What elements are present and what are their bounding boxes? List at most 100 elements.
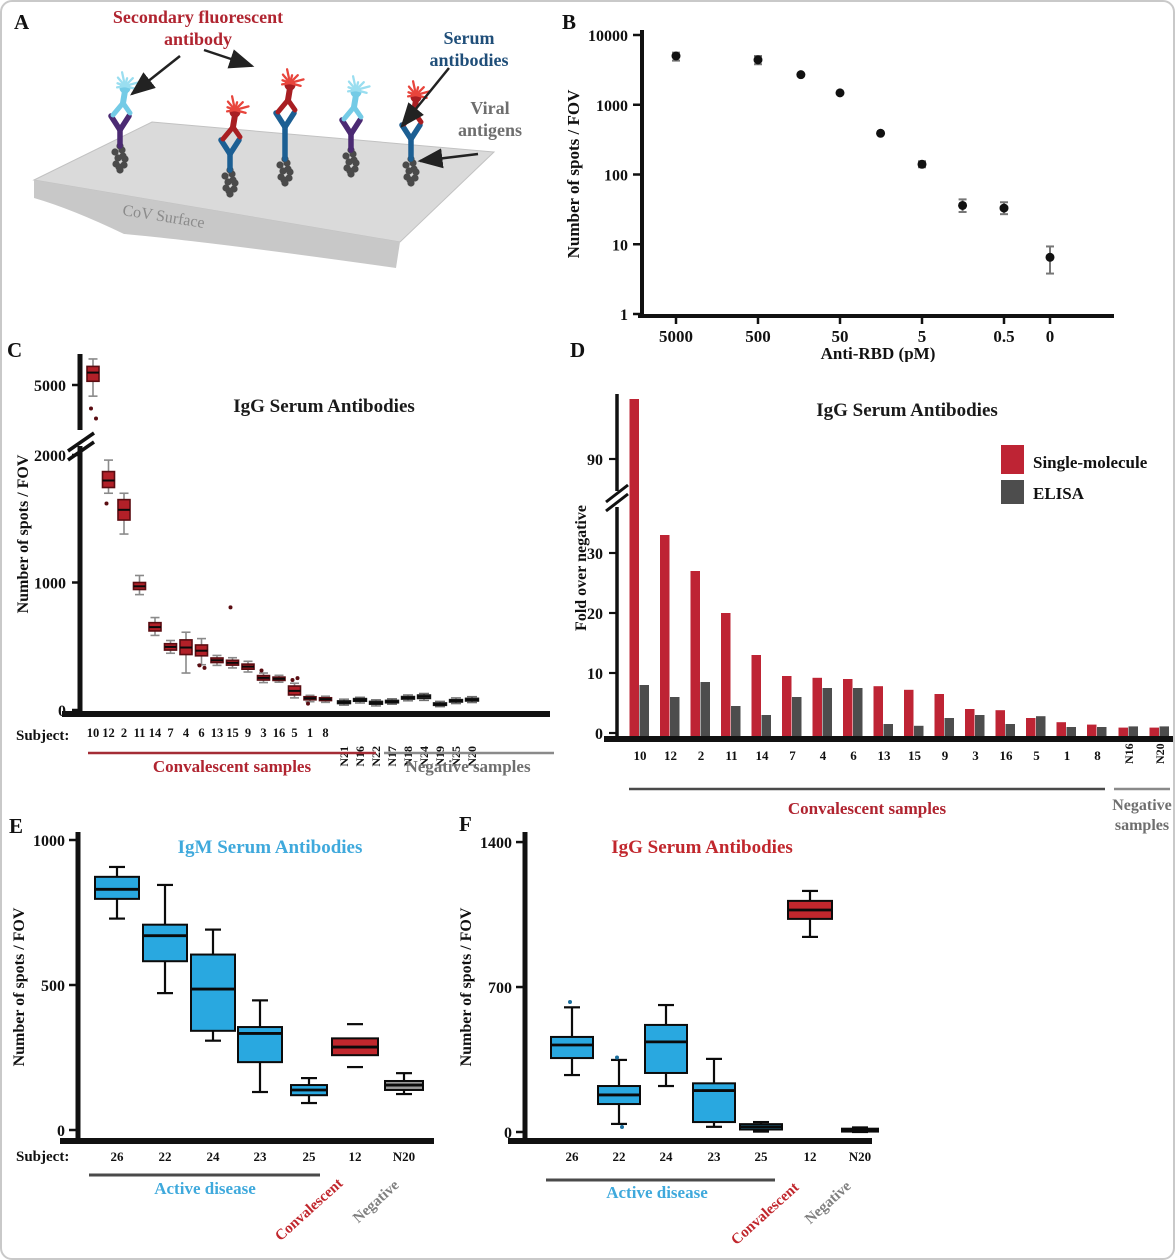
boxplot-subject-N21 [336, 698, 352, 706]
legend-elisa: ELISA [1033, 484, 1085, 503]
boxplot-subject-12 [787, 889, 833, 939]
svgE-title: IgM Serum Antibodies [178, 837, 363, 858]
svg-text:0: 0 [504, 1125, 512, 1142]
svgE-subject-prefix: Subject: [16, 1149, 69, 1165]
antibody-complex-3 [273, 68, 305, 187]
svgF-negative-label: Negative [802, 1178, 854, 1227]
bar-group-11 [721, 613, 741, 736]
boxplot-subject-22 [597, 1055, 641, 1130]
group-labels: Subject: Convalescent samples Negative sam… [16, 728, 554, 776]
svg-text:10: 10 [587, 666, 603, 683]
panel-d-bar-chart: 0 10 20 30 90 Fold over negative IgG Serum Ant… [573, 394, 1173, 834]
svg-text:2: 2 [121, 726, 127, 740]
bar-group-2 [690, 571, 710, 736]
serum-antibodies-label-line2: antibodies [429, 50, 509, 70]
svg-text:12: 12 [349, 1149, 362, 1164]
antibody-complex-4 [339, 75, 371, 178]
axes: 1400 700 0 Number of spots / FOV IgG Serum A… [458, 832, 872, 1144]
svg-text:1000: 1000 [33, 833, 65, 850]
svg-text:25: 25 [303, 1149, 317, 1164]
svg-text:13: 13 [878, 748, 892, 763]
svg-text:16: 16 [1000, 748, 1014, 763]
svg-text:23: 23 [708, 1149, 722, 1164]
svgE-negative-label: Negative [350, 1177, 402, 1226]
svg-text:16: 16 [273, 726, 286, 740]
axes: 5000 2000 1000 0 Number of spots / FOV IgG Se… [15, 354, 550, 720]
svg-text:6: 6 [198, 726, 204, 740]
legend: Single-molecule ELISA [1001, 445, 1148, 504]
svg-text:14: 14 [149, 726, 162, 740]
boxplot-subject-13 [210, 654, 224, 667]
svg-text:1: 1 [1064, 748, 1071, 763]
svg-text:0.5: 0.5 [993, 327, 1014, 346]
d-convalescent-label: Convalescent samples [788, 799, 947, 818]
svg-text:9: 9 [942, 748, 949, 763]
axes: 0 10 20 30 90 Fold over negative IgG Serum Ant… [573, 394, 1173, 743]
svg-text:1400: 1400 [480, 835, 512, 852]
bar-group-1 [1056, 722, 1076, 736]
svg-text:0: 0 [57, 1123, 65, 1140]
svg-text:10: 10 [87, 726, 100, 740]
svg-text:2000: 2000 [34, 448, 66, 465]
svg-text:N19: N19 [433, 746, 447, 767]
boxplot-subject-N20 [384, 1072, 424, 1096]
viral-antigens-label-line2: antigens [457, 120, 522, 140]
svg-text:12: 12 [664, 748, 677, 763]
axes: 1000 500 0 Number of spots / FOV IgM Serum A… [11, 832, 434, 1144]
boxplot-subject-24 [190, 928, 236, 1042]
boxplot-subject-26 [94, 865, 140, 920]
d-title: IgG Serum Antibodies [816, 400, 998, 421]
legend-single-molecule: Single-molecule [1033, 453, 1148, 472]
boxplot-subject-25 [739, 1120, 783, 1133]
svg-text:3: 3 [260, 726, 266, 740]
boxplot-subject-N19 [432, 700, 448, 708]
panel-e-boxplot-chart: 1000 500 0 Number of spots / FOV IgM Serum A… [11, 832, 434, 1244]
bar-group-8 [1087, 724, 1107, 736]
c-title: IgG Serum Antibodies [233, 396, 415, 417]
svg-text:5000: 5000 [659, 327, 693, 346]
d-y-axis-label: Fold over negative [573, 505, 590, 631]
svg-text:500: 500 [745, 327, 771, 346]
boxplot-subject-12 [331, 1023, 379, 1069]
serum-antibody [218, 137, 242, 173]
svg-text:5: 5 [918, 327, 927, 346]
boxplot-subject-4 [179, 631, 193, 674]
panel-c-label: C [7, 338, 23, 362]
panel-c-boxplot-chart: 5000 2000 1000 0 Number of spots / FOV IgG Se… [15, 354, 554, 776]
b-y-axis-label: Number of spots / FOV [564, 89, 583, 258]
svg-text:90: 90 [587, 452, 603, 469]
svg-text:N18: N18 [401, 746, 415, 767]
panel-f-boxplot-chart: 1400 700 0 Number of spots / FOV IgG Serum A… [458, 832, 879, 1248]
svg-text:26: 26 [111, 1149, 125, 1164]
svg-text:10: 10 [612, 237, 628, 254]
svg-text:1000: 1000 [34, 576, 66, 593]
boxplot-subject-15 [225, 605, 240, 669]
antibody-complex-1 [108, 71, 140, 174]
boxplot-subject-N20 [464, 695, 480, 704]
panel-a-label: A [14, 10, 30, 34]
svg-text:4: 4 [183, 726, 190, 740]
boxplot-subject-25 [290, 1076, 328, 1105]
svgF-title: IgG Serum Antibodies [611, 837, 793, 858]
svg-text:10: 10 [634, 748, 647, 763]
svg-text:22: 22 [159, 1149, 172, 1164]
svg-text:30: 30 [587, 546, 603, 563]
svg-text:700: 700 [488, 980, 512, 997]
svg-text:100: 100 [604, 168, 628, 185]
boxplot-subject-2 [117, 492, 131, 535]
panel-d-label: D [570, 338, 586, 362]
svg-text:0: 0 [595, 726, 603, 743]
boxplot-subject-14 [148, 616, 162, 637]
boxplot-subject-N17 [384, 698, 400, 705]
svg-text:1: 1 [620, 307, 628, 324]
antibody-complex-2 [218, 95, 250, 198]
bar-group-N20 [1149, 726, 1169, 736]
svg-text:12: 12 [804, 1149, 817, 1164]
svg-text:4: 4 [820, 748, 827, 763]
bar-group-13 [873, 686, 893, 736]
svg-text:8: 8 [1094, 748, 1101, 763]
boxplot-subject-22 [142, 883, 188, 995]
d-negative-label-line1: Negative [1112, 797, 1172, 814]
boxplot-subject-5 [287, 676, 302, 699]
viral-antigen [402, 155, 420, 187]
